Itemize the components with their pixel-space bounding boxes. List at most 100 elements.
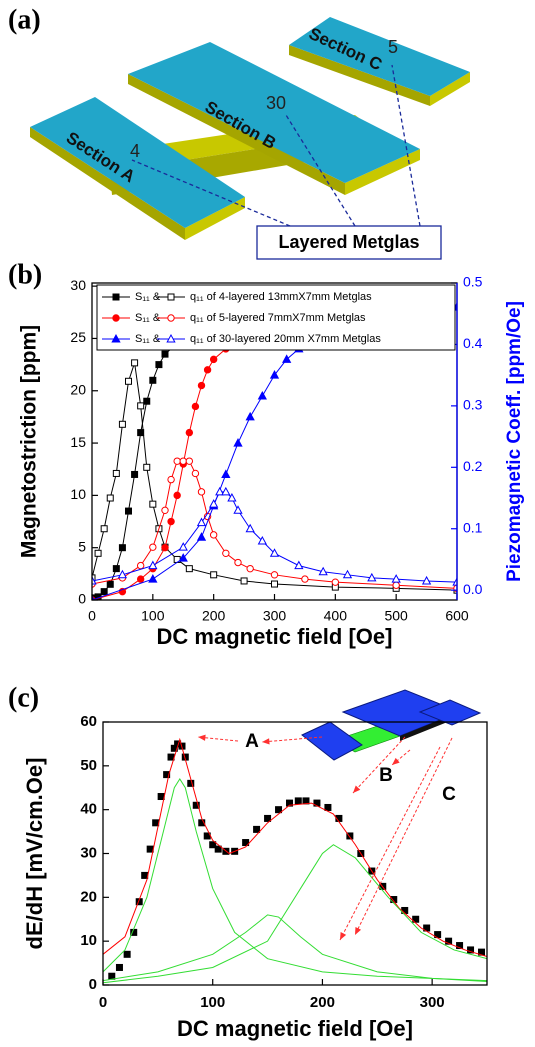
marker — [242, 839, 250, 847]
layer-count: 5 — [388, 37, 398, 57]
arrow-head — [353, 785, 361, 793]
marker — [196, 517, 207, 527]
marker — [149, 500, 157, 508]
legend-marker — [166, 333, 176, 343]
series-line — [92, 306, 427, 599]
marker — [227, 492, 237, 502]
marker — [167, 475, 175, 484]
marker — [149, 376, 157, 384]
legend-label: q₁₁ of 4-layered 13mmX7mm Metglas — [190, 291, 372, 303]
marker — [257, 535, 267, 545]
marker — [203, 366, 212, 374]
marker — [269, 548, 280, 557]
marker — [149, 543, 157, 551]
marker — [137, 402, 145, 410]
marker — [221, 486, 231, 496]
y-tick-label: 20 — [80, 888, 97, 905]
marker — [467, 946, 475, 954]
marker — [324, 803, 332, 811]
marker — [245, 411, 255, 421]
marker — [191, 469, 200, 478]
marker — [146, 845, 154, 853]
marker — [179, 457, 187, 465]
marker — [275, 806, 283, 814]
marker — [318, 566, 328, 576]
arrow-head — [262, 738, 270, 745]
marker — [100, 525, 108, 533]
legend-marker — [167, 314, 175, 322]
arrow — [391, 749, 411, 766]
legend-marker — [111, 333, 121, 343]
marker — [92, 575, 97, 585]
marker — [392, 581, 400, 589]
plot-frame — [102, 721, 488, 986]
series-line — [92, 491, 457, 583]
x-tick-label: 400 — [324, 608, 348, 624]
y-axis-title: dE/dH [mV/cm.Oe] — [22, 758, 47, 950]
marker — [131, 359, 139, 367]
y2-tick-label: 0.0 — [463, 581, 483, 597]
marker — [173, 457, 181, 465]
marker — [412, 915, 420, 923]
marker — [233, 438, 243, 447]
marker — [197, 381, 206, 390]
arrow-head — [355, 927, 362, 935]
x-axis-title: DC magnetic field [Oe] — [177, 1016, 413, 1041]
marker — [198, 819, 206, 827]
marker — [118, 420, 126, 428]
x-tick-label: 0 — [88, 608, 96, 624]
marker — [346, 832, 354, 840]
legend-marker — [112, 314, 120, 322]
y-tick-label: 5 — [78, 538, 86, 554]
layer-count: 30 — [266, 93, 286, 113]
metglas-diagram — [30, 17, 470, 260]
x-axis-title: DC magnetic field [Oe] — [157, 624, 393, 649]
marker — [257, 390, 267, 400]
annotation: B — [379, 765, 393, 786]
layer-count: 4 — [130, 141, 140, 161]
marker — [196, 532, 207, 541]
marker — [157, 793, 165, 801]
series-line — [103, 737, 487, 957]
panel-label: (a) — [8, 4, 41, 35]
y2-tick-label: 0.5 — [463, 274, 483, 290]
arrow-head — [340, 932, 347, 940]
marker — [167, 753, 175, 761]
marker — [197, 488, 206, 496]
y-tick-label: 0 — [78, 591, 86, 607]
marker — [136, 561, 145, 570]
legend-label: S₁₁ & — [135, 312, 161, 324]
y-tick-label: 10 — [70, 486, 86, 502]
marker — [141, 871, 149, 879]
marker — [178, 553, 188, 562]
marker — [185, 457, 194, 465]
arrow — [261, 736, 323, 743]
marker — [191, 402, 200, 411]
legend-box — [96, 284, 456, 351]
marker — [215, 486, 225, 496]
series-line — [103, 844, 487, 984]
marker — [269, 370, 280, 379]
marker — [270, 571, 279, 579]
marker — [209, 841, 217, 849]
marker — [221, 469, 231, 478]
marker — [112, 469, 120, 477]
y2-tick-label: 0.4 — [463, 335, 483, 351]
legend-marker — [112, 293, 120, 301]
marker — [264, 814, 272, 822]
arrow — [197, 736, 239, 742]
marker — [131, 470, 139, 478]
x-tick-label: 100 — [141, 608, 165, 624]
x-tick-label: 100 — [200, 994, 225, 1011]
legend-label: S₁₁ & — [135, 333, 161, 345]
arrow — [352, 736, 406, 794]
x-tick-label: 300 — [420, 994, 445, 1011]
marker — [100, 588, 108, 596]
callout: Layered Metglas — [278, 232, 419, 252]
panel-label: (c) — [8, 682, 39, 713]
annotation: C — [442, 784, 456, 805]
legend-label: q₁₁ of 30-layered 20mm X7mm Metglas — [190, 333, 381, 345]
marker — [253, 825, 261, 833]
marker — [452, 577, 457, 586]
